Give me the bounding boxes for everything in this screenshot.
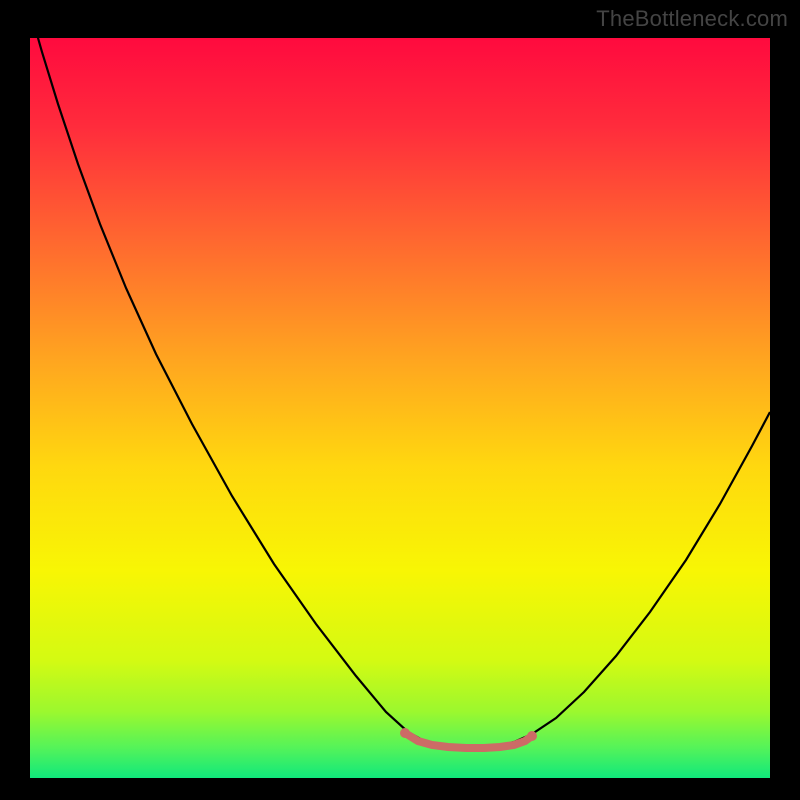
chart-container: TheBottleneck.com — [0, 0, 800, 800]
bottleneck-chart — [0, 0, 800, 800]
highlight-endpoint — [527, 731, 537, 741]
plot-background — [30, 38, 770, 778]
highlight-endpoint — [400, 728, 410, 738]
